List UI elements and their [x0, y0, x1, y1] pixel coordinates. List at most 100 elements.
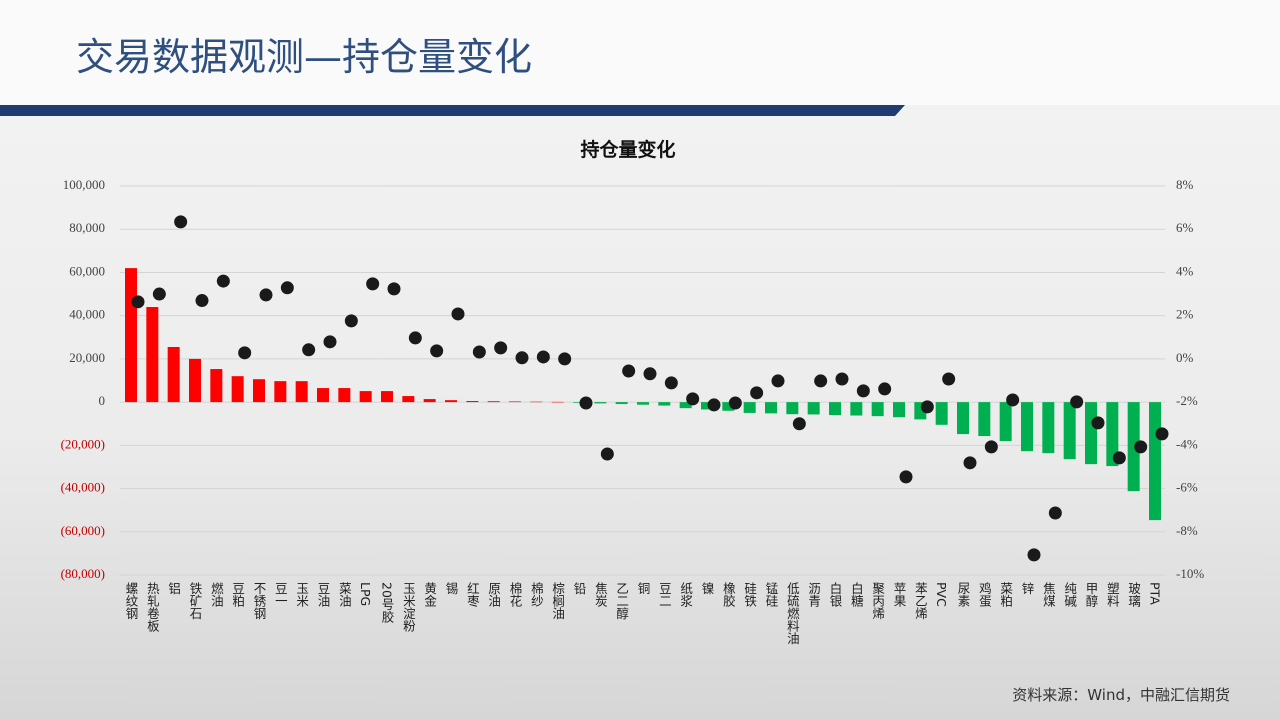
y2-tick-label: 2%	[1176, 307, 1194, 322]
x-tick-label: 锰硅	[764, 581, 779, 607]
y-tick-label: 20,000	[69, 350, 105, 365]
bar	[167, 347, 180, 403]
x-tick-label: 苯乙烯	[913, 582, 928, 620]
x-tick-label: 焦炭	[593, 582, 608, 608]
bar	[573, 402, 585, 403]
dot	[728, 396, 742, 410]
dot	[558, 352, 572, 366]
x-tick-label: 铜	[636, 581, 651, 595]
x-tick-label: 豆二	[657, 582, 672, 607]
x-tick-label: 塑料	[1105, 581, 1120, 607]
bar	[679, 402, 692, 409]
x-tick-label: 玻璃	[1126, 582, 1141, 608]
dot	[131, 295, 145, 309]
x-tick-label: 鸡蛋	[977, 581, 992, 608]
dot	[920, 400, 934, 414]
x-tick-label: PTA	[1148, 582, 1163, 605]
dot	[430, 344, 444, 358]
y-tick-label: (40,000)	[61, 480, 105, 495]
bar	[210, 369, 223, 403]
dot	[387, 282, 401, 296]
bar	[530, 401, 543, 403]
bar	[701, 402, 713, 410]
dot	[963, 456, 977, 470]
x-tick-label: 豆一	[273, 582, 288, 607]
x-tick-label: 菜油	[337, 582, 352, 607]
x-tick-label: 铝	[166, 581, 181, 595]
bar	[637, 402, 649, 405]
dot	[238, 346, 252, 360]
dot	[707, 398, 721, 412]
dot	[515, 351, 529, 365]
y-tick-label: 60,000	[69, 263, 105, 278]
dot	[686, 392, 700, 406]
y2-tick-label: -4%	[1176, 436, 1198, 451]
x-tick-label: 黄金	[422, 582, 437, 607]
x-tick-label: 铁矿石	[188, 582, 203, 620]
bar	[743, 402, 756, 413]
dot	[814, 374, 828, 388]
bar	[615, 402, 628, 405]
dot	[942, 372, 956, 386]
dot	[259, 288, 273, 302]
dot	[984, 440, 998, 454]
x-tick-label: 玉米	[294, 582, 309, 607]
bar	[978, 402, 991, 437]
x-tick-label: 纸浆	[678, 582, 693, 607]
x-tick-label: 铅	[572, 582, 587, 595]
bar	[1042, 402, 1055, 454]
bar	[1021, 402, 1033, 452]
bar	[466, 401, 479, 403]
dot	[579, 396, 593, 410]
dot	[1134, 440, 1148, 454]
bar	[1063, 402, 1076, 460]
x-tick-label: 热轧卷板	[145, 582, 160, 633]
dot	[771, 374, 785, 388]
bar	[829, 402, 841, 416]
y-tick-label: 80,000	[69, 220, 105, 235]
x-tick-label: 纯碱	[1062, 582, 1077, 608]
x-tick-label: 乙二醇	[614, 582, 629, 620]
bar	[359, 391, 372, 403]
dot	[856, 384, 870, 398]
dot	[1006, 393, 1020, 407]
dot	[280, 281, 294, 295]
dot	[1048, 506, 1062, 520]
x-tick-label: 不锈钢	[252, 582, 267, 620]
x-tick-label: 螺纹钢	[124, 582, 139, 620]
x-tick-label: 硅铁	[742, 582, 757, 607]
x-tick-label: 聚丙烯	[870, 582, 885, 620]
bar	[1085, 402, 1097, 465]
x-tick-label: 苹果	[892, 582, 907, 607]
bar	[487, 401, 500, 403]
y-tick-label: 100,000	[63, 177, 105, 192]
bar	[807, 402, 820, 415]
dot	[643, 367, 657, 381]
x-tick-label: 豆油	[316, 582, 331, 607]
dot	[366, 277, 380, 291]
bar	[146, 307, 159, 403]
dot	[216, 274, 230, 288]
dot	[1112, 451, 1126, 465]
dot	[664, 376, 678, 390]
page-title: 交易数据观测—持仓量变化	[76, 35, 532, 79]
dot	[1155, 427, 1169, 441]
dot	[174, 215, 188, 229]
bar	[1127, 402, 1140, 492]
x-tick-label: 菜粕	[998, 582, 1013, 607]
dot	[792, 417, 806, 431]
y2-tick-label: 0%	[1176, 350, 1194, 365]
bar	[125, 268, 137, 403]
bar	[957, 402, 969, 435]
x-tick-label: 甲醇	[1084, 582, 1099, 607]
x-tick-label: 低硫燃料油	[785, 582, 800, 645]
bar	[594, 402, 607, 404]
x-tick-label: 原油	[486, 582, 501, 607]
dot	[1070, 395, 1084, 409]
dot	[494, 341, 508, 355]
y-tick-label: (60,000)	[61, 523, 105, 538]
dot	[622, 364, 636, 378]
x-tick-label: PVC	[934, 582, 949, 607]
